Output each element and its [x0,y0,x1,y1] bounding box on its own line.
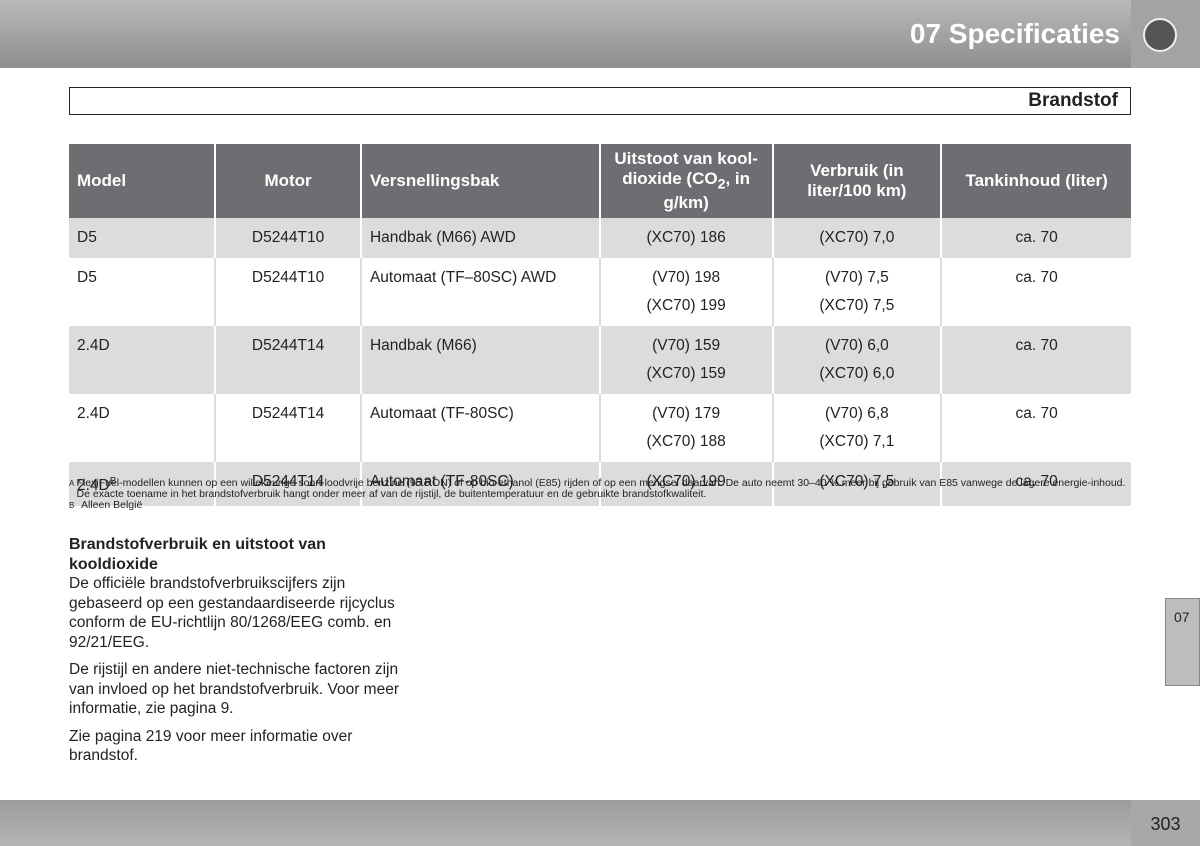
motor-cell: D5244T14 [214,326,361,394]
icon [1143,18,1177,52]
footer-bar [0,800,1131,846]
model: D5 [77,269,97,286]
body: Brandstofverbruik en uitstoot van kooldi… [69,535,414,774]
body-heading: Brandstofverbruik en uitstoot van kooldi… [69,536,326,573]
column-header: Motor [214,144,361,218]
co2-value: (XC70) 199 [646,473,726,490]
gearbox-cell: Automaat (TF–80SC) AWD [359,258,600,326]
co2-cell: (V70) 198 (XC70) 199 [598,258,773,326]
co2-cell: (V70) 179 (XC70) 188 [598,394,773,462]
fuel-cell: (V70) 6,0 (XC70) 6,0 [771,326,942,394]
column-header: Versnellingsbak [359,144,600,218]
header-text: Versnellingsbak [369,171,500,190]
tank-cell: ca. 70 [940,258,1131,326]
gearbox-cell: Handbak (M66) AWD [359,218,600,258]
table-row: D5 D5244T10 Handbak (M66) AWD (XC70) 186 (XC… [69,218,1131,258]
header-text: Model [77,171,127,190]
fuel-value: (V70) 6,0 [824,337,889,354]
co2-value: (V70) 179 [652,405,721,422]
page-number: 303 [1131,800,1200,846]
footnote-mark: B [69,501,75,510]
co2-value: (XC70) 186 [646,229,726,246]
co2-value: (XC70) 199 [646,297,726,314]
column-header: Tankinhoud (liter) [940,144,1131,218]
tank-cell: ca. 70 [940,462,1131,507]
header-text: Verbruik (in liter/100 km) [807,161,907,200]
paragraph: Zie pagina 219 voor meer informatie over… [69,727,353,765]
model-cell: 2.4DB [69,462,216,507]
model-cell: 2.4D [69,326,216,394]
header-sub: 2 [717,176,726,193]
model: D5 [77,229,97,246]
model-cell: D5 [69,258,216,326]
spec-table: Model Motor Versnellingsbak Uitstoot van ko… [69,144,1131,507]
column-header: Uitstoot van kool-dioxide (CO2, in g/km) [598,144,773,218]
model: 2.4D [77,337,110,354]
model-sup: B [109,476,117,487]
model-cell: 2.4D [69,394,216,462]
paragraph: De officiële brandstofverbruikscijfers z… [69,575,395,651]
paragraph: De rijstijl en andere niet-technische fa… [69,661,399,717]
motor-cell: D5244T14 [214,462,361,507]
tank-cell: ca. 70 [940,218,1131,258]
tank-cell: ca. 70 [940,326,1131,394]
fuel-cell: (XC70) 7,5 [771,462,942,507]
column-header: Verbruik (in liter/100 km) [771,144,942,218]
gearbox-cell: Handbak (M66) [359,326,600,394]
motor-cell: D5244T14 [214,394,361,462]
fuel-cell: (V70) 7,5 (XC70) 7,5 [771,258,942,326]
fuel-value: (XC70) 6,0 [819,365,895,382]
footnote-text: FlexiFuel-modellen kunnen op een willeke… [76,477,1126,500]
table-row: D5 D5244T10 Automaat (TF–80SC) AWD (V70) 19… [69,258,1131,326]
header-title: 07 Specificaties [909,18,1120,49]
fuel-cell: (XC70) 7,0 [771,218,942,258]
header-bar [0,0,1131,68]
model: 2.4D [77,477,110,495]
gearbox-cell: Automaat (TF-80SC) [359,462,600,507]
co2-value: (V70) 198 [652,269,721,286]
section-title: Brandstof [69,87,1131,115]
model-cell: D5 [69,218,216,258]
fuel-value: (V70) 6,8 [824,405,889,422]
motor-cell: D5244T10 [214,218,361,258]
table-row: 2.4D D5244T14 Handbak (M66) (V70) 159 (XC70)… [69,326,1131,394]
footnotes: A FlexiFuel-modellen kunnen op een willek… [69,478,1135,511]
side-tab: 07 [1165,598,1200,686]
fuel-value: (XC70) 7,1 [819,433,895,450]
header-text: Uitstoot van kool-dioxide (CO [614,149,758,189]
tank-cell: ca. 70 [940,394,1131,462]
fuel-value: (XC70) 7,5 [819,473,895,490]
gearbox-cell: Automaat (TF-80SC) [359,394,600,462]
model: 2.4D [77,405,110,422]
fuel-value: (XC70) 7,0 [819,229,895,246]
table-row: 2.4D D5244T14 Automaat (TF-80SC) (V70) 179(… [69,394,1131,462]
co2-value: (XC70) 188 [646,433,726,450]
fuel-value: (V70) 7,5 [824,269,889,286]
header-text: Tankinhoud (liter) [965,171,1108,190]
fuel-value: (XC70) 7,5 [819,297,895,314]
footnote-mark: A [69,479,75,488]
co2-cell: (XC70) 199 [598,462,773,507]
fuel-cell: (V70) 6,8 (XC70) 7,1 [771,394,942,462]
header-text: Motor [264,171,312,190]
column-header: Model [69,144,216,218]
co2-cell: (V70) 159 (XC70) 159 [598,326,773,394]
header-text: , in g/km) [663,169,751,212]
co2-value: (XC70) 159 [646,365,726,382]
co2-value: (V70) 159 [652,337,721,354]
footnote-text: Alleen België [81,499,143,511]
table-row: 2.4DB D5244T14 Automaat (TF-80SC) (XC70) 19… [69,462,1131,507]
footnote: A FlexiFuel-modellen kunnen op een willek… [69,478,1135,500]
footnote: B Alleen België [69,500,1135,511]
co2-cell: (XC70) 186 [598,218,773,258]
motor-cell: D5244T10 [214,258,361,326]
